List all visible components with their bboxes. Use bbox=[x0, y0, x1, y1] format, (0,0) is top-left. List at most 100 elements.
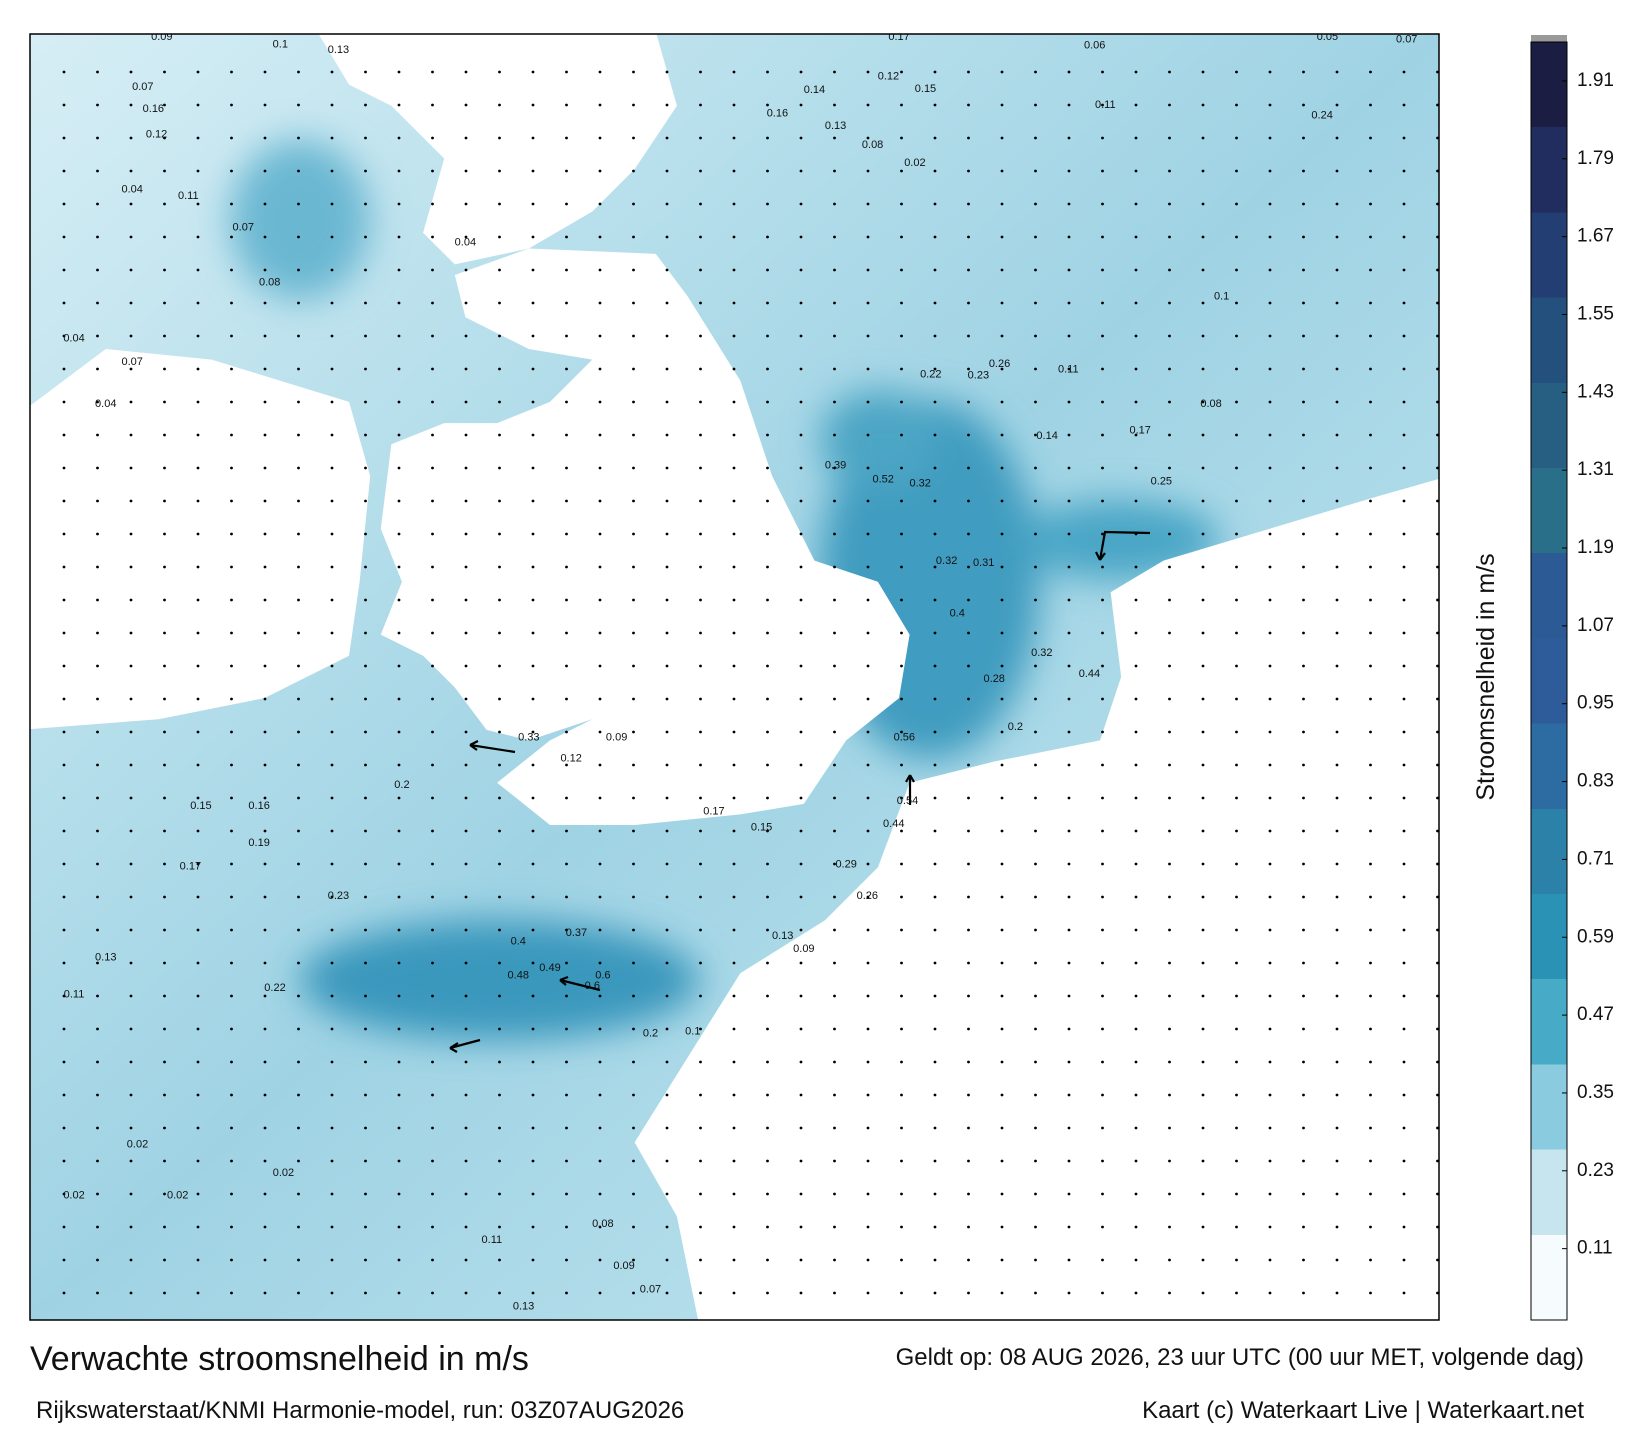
grid-dot bbox=[1436, 103, 1439, 107]
grid-dot bbox=[1302, 334, 1305, 338]
grid-dot bbox=[163, 763, 166, 767]
grid-dot bbox=[1369, 169, 1372, 173]
grid-dot bbox=[397, 1192, 401, 1196]
grid-dot bbox=[129, 664, 133, 668]
grid-dot bbox=[565, 664, 568, 668]
grid-dot bbox=[1402, 664, 1406, 668]
grid-dot bbox=[531, 763, 535, 767]
grid-dot bbox=[464, 1159, 468, 1163]
grid-dot bbox=[1168, 268, 1171, 272]
grid-dot bbox=[799, 994, 803, 998]
colorbar-tick-label: 1.07 bbox=[1577, 615, 1614, 636]
grid-dot bbox=[1436, 895, 1439, 899]
grid-dot bbox=[431, 862, 434, 866]
grid-dot bbox=[632, 1060, 635, 1064]
grid-dot bbox=[598, 235, 602, 239]
grid-dot bbox=[1402, 763, 1406, 767]
grid-dot bbox=[1402, 1060, 1406, 1064]
grid-dot bbox=[967, 70, 970, 74]
grid-dot bbox=[1201, 268, 1205, 272]
grid-dot bbox=[598, 961, 602, 965]
grid-dot bbox=[1034, 1093, 1037, 1097]
grid-dot bbox=[866, 862, 870, 866]
grid-dot bbox=[732, 994, 736, 998]
grid-dot bbox=[967, 1192, 970, 1196]
current-label: 0.08 bbox=[259, 277, 280, 289]
grid-dot bbox=[1034, 301, 1037, 305]
grid-dot bbox=[1101, 202, 1104, 206]
grid-dot bbox=[297, 466, 300, 470]
colorbar: 0.110.230.350.470.590.710.830.951.071.19… bbox=[1530, 35, 1614, 1321]
colorbar-tick-label: 1.19 bbox=[1577, 537, 1614, 558]
grid-dot bbox=[1168, 334, 1171, 338]
grid-dot bbox=[699, 796, 702, 800]
grid-dot bbox=[1168, 466, 1171, 470]
grid-dot bbox=[665, 895, 669, 899]
grid-dot bbox=[1067, 433, 1071, 437]
land bbox=[30, 34, 1439, 1320]
grid-dot bbox=[766, 235, 769, 239]
grid-dot bbox=[833, 1291, 836, 1295]
grid-dot bbox=[1000, 862, 1004, 866]
grid-dot bbox=[565, 1093, 568, 1097]
grid-dot bbox=[297, 433, 300, 437]
grid-dot bbox=[699, 499, 702, 503]
grid-dot bbox=[699, 1159, 702, 1163]
grid-dot bbox=[297, 928, 300, 932]
grid-dot bbox=[766, 202, 769, 206]
grid-dot bbox=[1402, 532, 1406, 536]
current-label: 0.02 bbox=[904, 157, 925, 169]
grid-dot bbox=[766, 532, 769, 536]
grid-dot bbox=[1235, 367, 1238, 371]
grid-dot bbox=[632, 895, 635, 899]
grid-dot bbox=[900, 961, 903, 965]
grid-dot bbox=[1436, 928, 1439, 932]
grid-dot bbox=[665, 796, 669, 800]
current-label: 0.13 bbox=[825, 120, 846, 132]
grid-dot bbox=[196, 895, 200, 899]
current-label: 0.2 bbox=[643, 1028, 658, 1040]
grid-dot bbox=[1402, 70, 1406, 74]
grid-dot bbox=[598, 895, 602, 899]
grid-dot bbox=[297, 697, 300, 701]
current-label: 0.02 bbox=[167, 1189, 188, 1201]
grid-dot bbox=[866, 697, 870, 701]
grid-dot bbox=[598, 697, 602, 701]
grid-dot bbox=[1067, 961, 1071, 965]
grid-dot bbox=[163, 829, 166, 833]
grid-dot bbox=[397, 994, 401, 998]
grid-dot bbox=[1335, 103, 1339, 107]
grid-dot bbox=[1335, 961, 1339, 965]
grid-dot bbox=[833, 202, 836, 206]
grid-dot bbox=[230, 1093, 233, 1097]
grid-dot bbox=[330, 697, 334, 701]
grid-dot bbox=[1067, 466, 1071, 470]
grid-dot bbox=[1268, 367, 1272, 371]
grid-dot bbox=[933, 235, 937, 239]
grid-dot bbox=[799, 961, 803, 965]
grid-dot bbox=[1402, 598, 1406, 602]
grid-dot bbox=[900, 730, 903, 734]
grid-dot bbox=[431, 697, 434, 701]
grid-dot bbox=[498, 466, 501, 470]
grid-dot bbox=[598, 301, 602, 305]
grid-dot bbox=[699, 532, 702, 536]
grid-dot bbox=[96, 334, 99, 338]
grid-dot bbox=[799, 796, 803, 800]
grid-dot bbox=[866, 763, 870, 767]
grid-dot bbox=[799, 664, 803, 668]
grid-dot bbox=[196, 202, 200, 206]
grid-dot bbox=[330, 598, 334, 602]
grid-dot bbox=[62, 631, 66, 635]
grid-dot bbox=[1201, 895, 1205, 899]
grid-dot bbox=[1134, 103, 1138, 107]
grid-dot bbox=[498, 730, 501, 734]
current-labels: 0.090.1 0.130.070.160.120.040.110.070.040… bbox=[63, 34, 1417, 1312]
grid-dot bbox=[1335, 1093, 1339, 1097]
grid-dot bbox=[96, 70, 99, 74]
grid-dot bbox=[900, 928, 903, 932]
grid-dot bbox=[1101, 1258, 1104, 1262]
grid-dot bbox=[297, 796, 300, 800]
grid-dot bbox=[330, 829, 334, 833]
grid-dot bbox=[1235, 565, 1238, 569]
